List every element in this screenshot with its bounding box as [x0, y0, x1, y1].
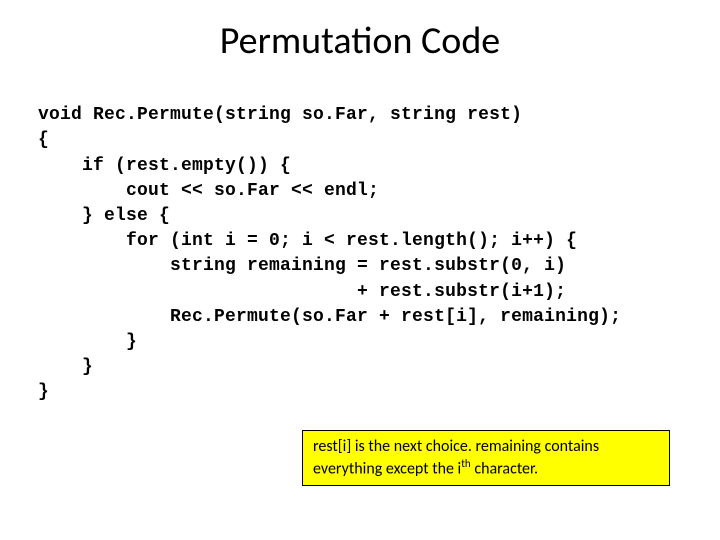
code-line: if (rest.empty()) {: [38, 156, 291, 176]
annotation-superscript: th: [461, 457, 470, 470]
code-line: }: [38, 357, 93, 377]
annotation-text-part1: rest[i] is the next choice. remaining co…: [313, 437, 599, 478]
annotation-text-part2: character.: [471, 459, 538, 478]
code-line: string remaining = rest.substr(0, i): [38, 256, 566, 276]
code-block: void Rec.Permute(string so.Far, string r…: [0, 78, 720, 405]
code-line: void Rec.Permute(string so.Far, string r…: [38, 105, 522, 125]
code-line: }: [38, 332, 137, 352]
code-line: }: [38, 382, 49, 402]
code-line: } else {: [38, 206, 170, 226]
slide-title: Permutation Code: [0, 0, 720, 78]
code-line: Rec.Permute(so.Far + rest[i], remaining)…: [38, 307, 621, 327]
code-line: {: [38, 130, 49, 150]
code-line: + rest.substr(i+1);: [38, 282, 566, 302]
annotation-callout: rest[i] is the next choice. remaining co…: [302, 430, 670, 486]
code-line: cout << so.Far << endl;: [38, 181, 379, 201]
code-line: for (int i = 0; i < rest.length(); i++) …: [38, 231, 577, 251]
